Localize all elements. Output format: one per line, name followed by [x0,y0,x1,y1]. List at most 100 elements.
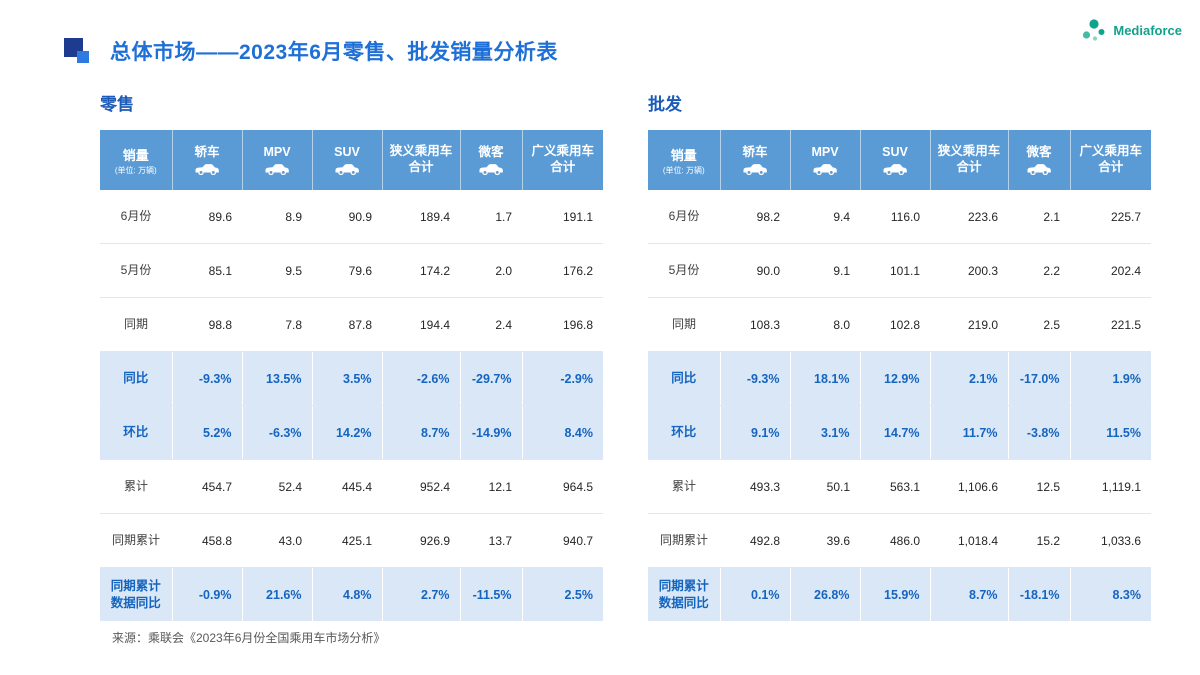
column-header-label: MPV [263,144,291,159]
row-label: 累计 [100,459,172,514]
cell-value: 9.5 [242,243,312,298]
table-row: 6月份 98.2 9.4 116.0 223.6 2.1 225.7 [648,190,1151,244]
cell-value: 1,018.4 [930,513,1008,568]
cell-value: 425.1 [312,513,382,568]
cell-value: 11.5% [1070,405,1151,460]
cell-value: 223.6 [930,190,1008,244]
cell-value: 85.1 [172,243,242,298]
cell-value: 8.9 [242,190,312,244]
row-label: 同比 [648,351,721,406]
logo-text: Mediaforce [1113,22,1182,38]
column-header-label: SUV [334,144,360,159]
header-sales-label: 销量 (单位: 万辆) [100,130,173,190]
cell-value: -14.9% [460,405,523,460]
mediaforce-dots-icon [1083,19,1105,41]
cell-value: 189.4 [382,190,460,244]
header-row: 销量 (单位: 万辆) 轿车 MPV SUV 狭义乘用车 合计 微客 广义乘用车 合计 [648,130,1151,190]
cell-value: 7.8 [242,297,312,352]
cell-value: 9.4 [790,190,860,244]
title-marker [64,36,96,66]
cell-value: -9.3% [720,351,791,406]
table-row: 累计 454.7 52.4 445.4 952.4 12.1 964.5 [100,459,603,514]
cell-value: 12.5 [1008,459,1070,514]
cell-value: 1,033.6 [1070,513,1151,568]
cell-value: 8.0 [790,297,860,352]
cell-value: 102.8 [860,297,930,352]
cell-value: 8.3% [1070,567,1151,621]
column-header-label: 轿车 [742,144,768,159]
section-title: 批发 [648,95,682,114]
column-header-label: SUV [882,144,908,159]
cell-value: 0.1% [720,567,791,621]
column-header: 轿车 [720,130,791,190]
cell-value: 176.2 [522,243,603,298]
car-icon [265,164,289,176]
cell-value: 2.1 [1008,190,1070,244]
cell-value: 3.5% [312,351,383,406]
row-label: 5月份 [648,243,720,298]
row-label: 同期累计 数据同比 [100,567,173,621]
column-header: MPV [790,130,861,190]
cell-value: 18.1% [790,351,861,406]
row-label: 同期累计 [100,513,172,568]
sales-table: 销量 (单位: 万辆) 轿车 MPV SUV 狭义乘用车 合计 微客 广义乘用车 合计 6月份 8… [100,130,603,621]
car-icon [883,164,907,176]
cell-value: 492.8 [720,513,790,568]
table-row: 6月份 89.6 8.9 90.9 189.4 1.7 191.1 [100,190,603,244]
cell-value: 13.7 [460,513,522,568]
car-icon [335,164,359,176]
cell-value: 5.2% [172,405,243,460]
row-label: 6月份 [648,190,720,244]
cell-value: 1.9% [1070,351,1151,406]
cell-value: -9.3% [172,351,243,406]
source-note: 来源：乘联会《2023年6月份全国乘用车市场分析》 [112,631,386,645]
cell-value: 225.7 [1070,190,1151,244]
cell-value: 2.0 [460,243,522,298]
cell-value: 2.1% [930,351,1009,406]
section-title: 零售 [100,95,134,114]
table-row: 同期累计 数据同比 -0.9% 21.6% 4.8% 2.7% -11.5% 2.5% [100,567,603,621]
cell-value: 445.4 [312,459,382,514]
slide-header: 总体市场——2023年6月零售、批发销量分析表 [64,36,558,66]
car-icon [1027,164,1051,176]
logo: Mediaforce [1080,16,1182,44]
cell-value: 202.4 [1070,243,1151,298]
column-header-label: 轿车 [194,144,220,159]
cell-value: 194.4 [382,297,460,352]
row-label: 同比 [100,351,173,406]
cell-value: 926.9 [382,513,460,568]
cell-value: -18.1% [1008,567,1071,621]
table-row: 同期 108.3 8.0 102.8 219.0 2.5 221.5 [648,297,1151,352]
cell-value: -0.9% [172,567,243,621]
sales-table: 销量 (单位: 万辆) 轿车 MPV SUV 狭义乘用车 合计 微客 广义乘用车 合计 6月份 9… [648,130,1151,621]
row-label: 环比 [100,405,173,460]
column-header: 微客 [1008,130,1071,190]
header-sales-label: 销量 (单位: 万辆) [648,130,721,190]
cell-value: 174.2 [382,243,460,298]
cell-value: 13.5% [242,351,313,406]
cell-value: 8.7% [930,567,1009,621]
column-header-label: 广义乘用车 合计 [1079,144,1142,174]
cell-value: 563.1 [860,459,930,514]
cell-value: 486.0 [860,513,930,568]
cell-value: 2.7% [382,567,461,621]
cell-value: -17.0% [1008,351,1071,406]
cell-value: 8.7% [382,405,461,460]
cell-value: 39.6 [790,513,860,568]
cell-value: 4.8% [312,567,383,621]
cell-value: -2.6% [382,351,461,406]
cell-value: 15.2 [1008,513,1070,568]
column-header: SUV [312,130,383,190]
column-header-label: 微客 [478,144,504,159]
cell-value: 26.8% [790,567,861,621]
cell-value: 12.9% [860,351,931,406]
column-header-label: 狭义乘用车 合计 [937,144,1001,174]
cell-value: 458.8 [172,513,242,568]
cell-value: 11.7% [930,405,1009,460]
cell-value: -6.3% [242,405,313,460]
cell-value: 90.0 [720,243,790,298]
cell-value: 221.5 [1070,297,1151,352]
cell-value: 454.7 [172,459,242,514]
cell-value: 21.6% [242,567,313,621]
cell-value: 14.2% [312,405,383,460]
